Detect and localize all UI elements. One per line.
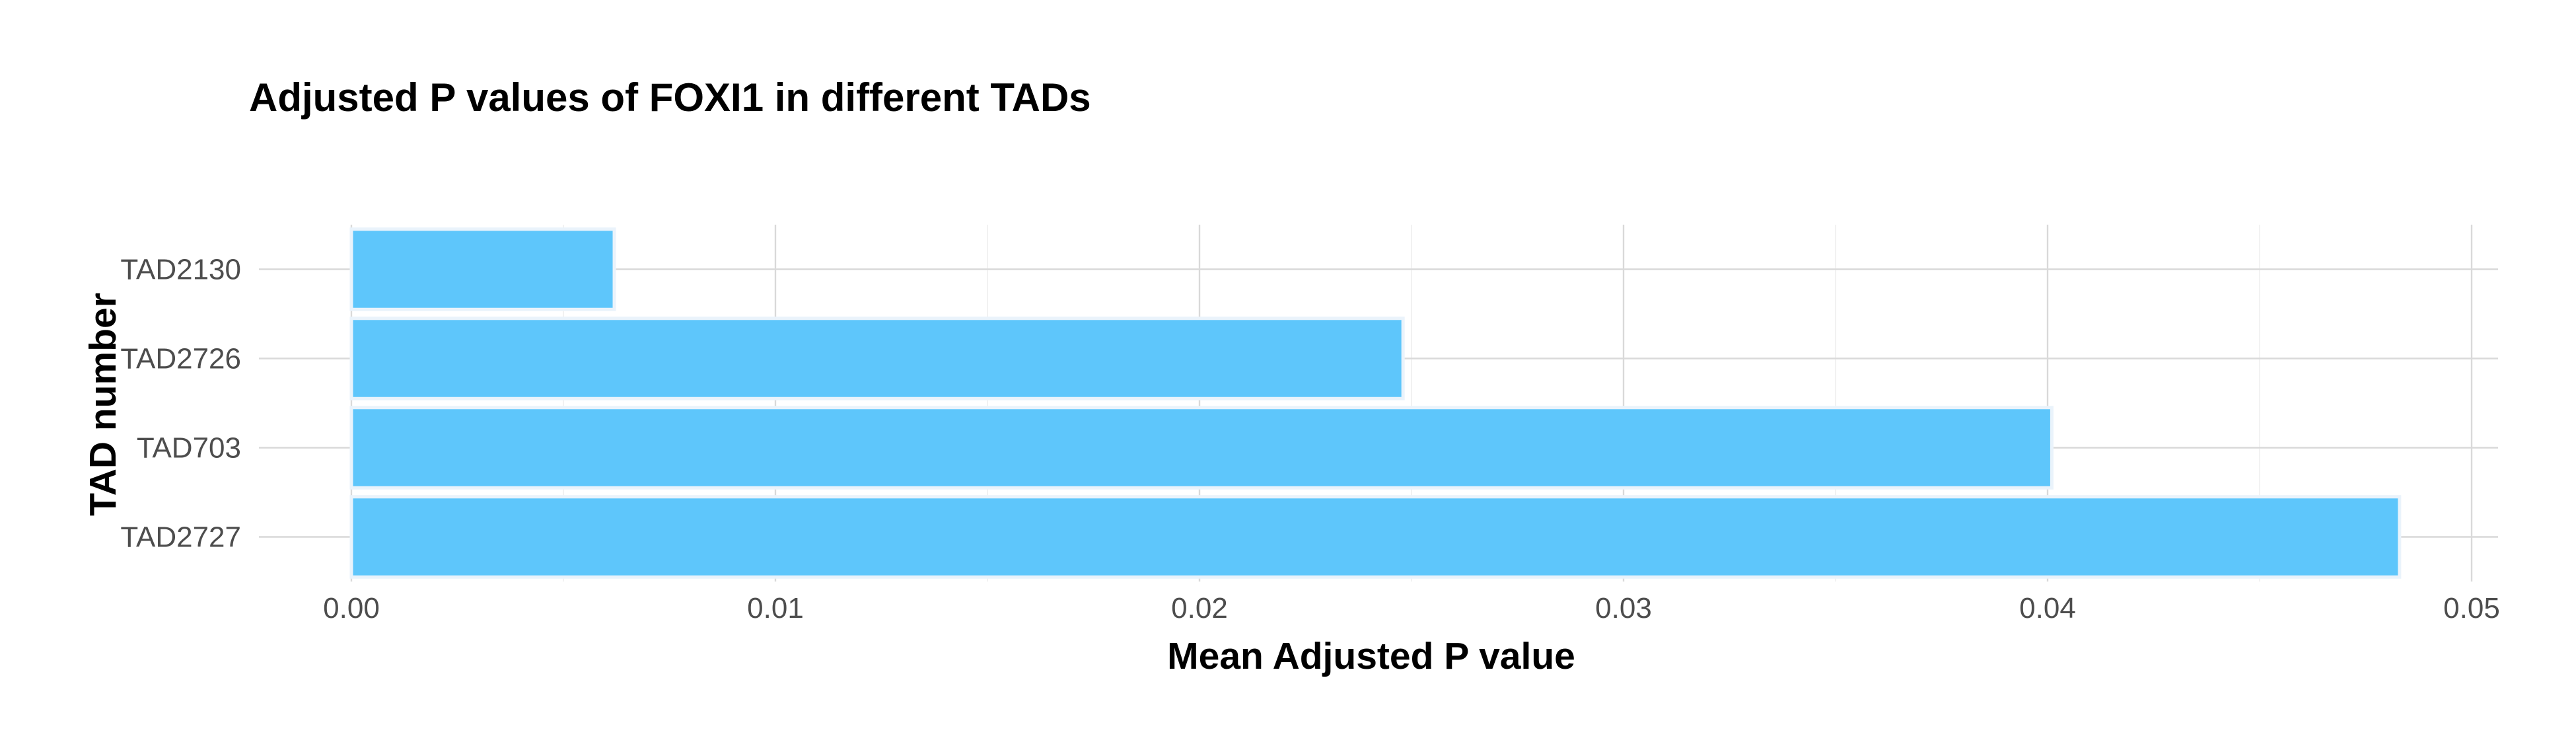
x-tick-label: 0.05 xyxy=(2443,592,2500,624)
bar-tad2727 xyxy=(349,495,2402,579)
bar-tad2130 xyxy=(349,227,616,311)
y-axis-title: TAD number xyxy=(82,293,124,516)
y-tick-labels: TAD2130 TAD2726 TAD703 TAD2727 xyxy=(120,254,241,554)
x-tick-label: 0.02 xyxy=(1171,592,1228,624)
y-tick-label: TAD2726 xyxy=(120,343,241,375)
x-tick-label: 0.03 xyxy=(1595,592,1652,624)
x-tick-label: 0.00 xyxy=(323,592,380,624)
x-axis-title: Mean Adjusted P value xyxy=(1167,635,1575,677)
x-tick-label: 0.01 xyxy=(747,592,804,624)
bar-tad2726 xyxy=(349,317,1405,400)
y-tick-label: TAD2130 xyxy=(120,254,241,286)
y-tick-label: TAD703 xyxy=(137,432,241,465)
bars xyxy=(349,227,2402,579)
y-tick-label: TAD2727 xyxy=(120,521,241,554)
x-tick-labels: 0.00 0.01 0.02 0.03 0.04 0.05 xyxy=(323,592,2500,624)
x-tick-label: 0.04 xyxy=(2019,592,2076,624)
bar-tad703 xyxy=(349,406,2054,490)
chart-title: Adjusted P values of FOXI1 in different … xyxy=(249,75,1091,120)
